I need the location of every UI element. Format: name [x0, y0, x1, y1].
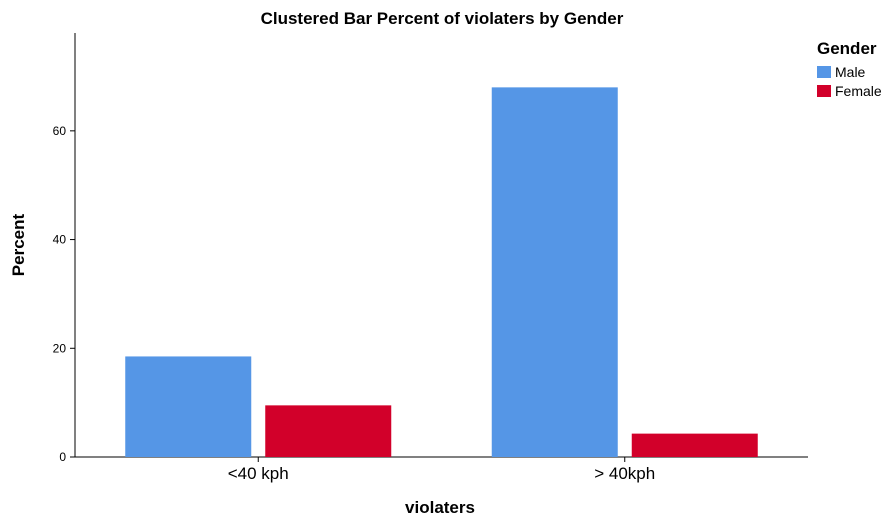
bar-female-1: [631, 433, 758, 457]
legend-label-male: Male: [835, 64, 866, 80]
bar-female-0: [265, 405, 392, 457]
legend: Gender Male Female: [817, 39, 882, 99]
y-tick-label: 20: [53, 341, 67, 355]
legend-label-female: Female: [835, 83, 882, 99]
y-tick-label: 0: [59, 450, 66, 464]
y-tick-label: 40: [53, 233, 67, 247]
chart-title: Clustered Bar Percent of violaters by Ge…: [261, 9, 624, 28]
x-axis-label: violaters: [405, 498, 475, 517]
bar-male-0: [125, 356, 252, 457]
y-tick-label: 60: [53, 124, 67, 138]
y-axis-label: Percent: [9, 213, 28, 276]
plot-area: 0 20 40 60 <40 kph > 40kph: [53, 33, 808, 483]
x-tick-label: > 40kph: [594, 464, 655, 483]
x-tick-label: <40 kph: [228, 464, 289, 483]
bar-male-1: [491, 87, 618, 457]
legend-title: Gender: [817, 39, 877, 58]
legend-swatch-male: [817, 66, 831, 78]
legend-swatch-female: [817, 85, 831, 97]
